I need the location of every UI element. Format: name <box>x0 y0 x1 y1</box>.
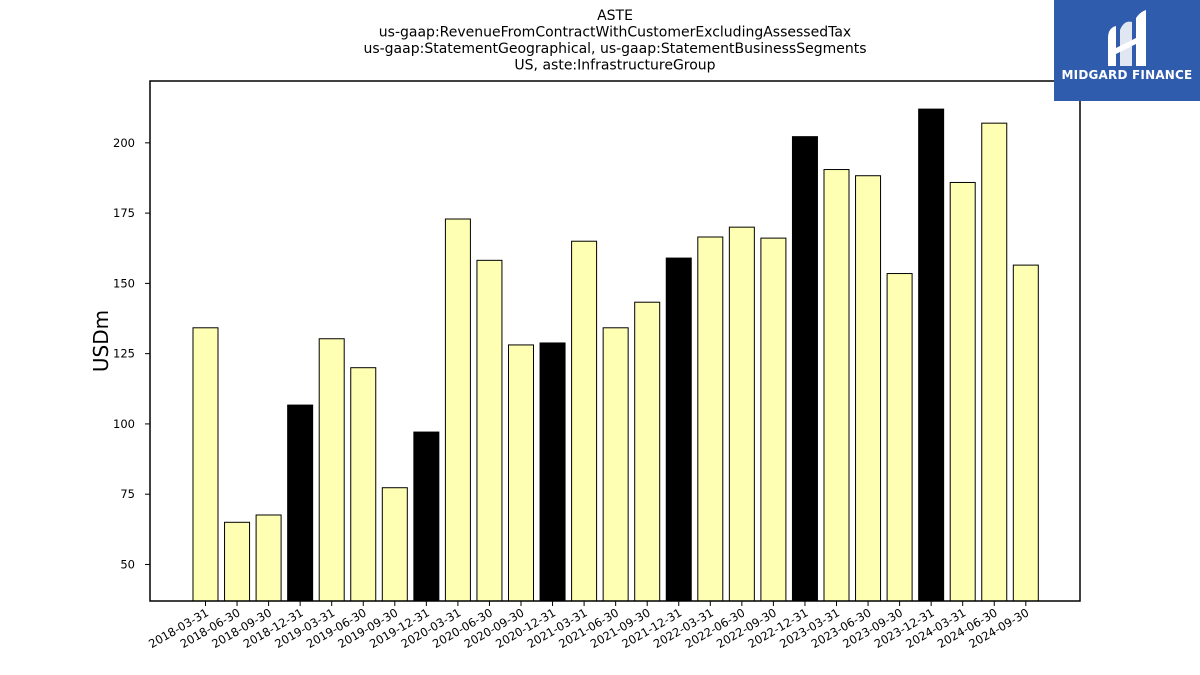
y-tick-label: 125 <box>113 347 135 361</box>
bar-2024-09-30 <box>1012 264 1039 602</box>
bar-2018-12-31 <box>287 404 314 602</box>
midgard-logo-icon <box>1108 10 1146 66</box>
bar-2019-09-30 <box>381 487 408 602</box>
x-axis: 2018-03-312018-06-302018-09-302018-12-31… <box>146 601 1031 651</box>
title-line-1: ASTE <box>597 8 633 24</box>
title-line-3: us-gaap:StatementGeographical, us-gaap:S… <box>363 41 866 57</box>
plot-frame <box>149 80 1081 602</box>
y-tick-label: 175 <box>113 206 135 220</box>
bar-2019-06-30 <box>350 367 377 602</box>
bar-2020-06-30 <box>476 259 503 602</box>
bar-2020-09-30 <box>508 344 534 602</box>
bar-2024-03-31 <box>949 181 976 602</box>
bar-2019-12-31 <box>413 431 440 602</box>
title-line-4: US, aste:InfrastructureGroup <box>514 58 715 74</box>
title-line-2: us-gaap:RevenueFromContractWithCustomerE… <box>379 25 851 41</box>
bar-2023-06-30 <box>855 175 882 602</box>
y-axis: 50 75 100 125 150 175 200 <box>113 136 150 571</box>
bar-2020-12-31 <box>539 342 566 602</box>
bar-2023-09-30 <box>886 273 913 602</box>
y-tick-label: 200 <box>113 136 135 150</box>
bar-2021-12-31 <box>665 257 692 602</box>
bar-2019-03-31 <box>318 338 345 602</box>
y-tick-label: 75 <box>120 487 135 501</box>
bar-2023-03-31 <box>823 169 850 602</box>
bar-2021-06-30 <box>602 327 629 602</box>
bar-2018-06-30 <box>224 521 251 602</box>
bar-2020-03-31 <box>444 218 471 602</box>
y-tick-label: 100 <box>113 417 135 431</box>
bar-2021-03-31 <box>571 240 598 602</box>
logo-text: MIDGARD FINANCE <box>1061 68 1193 82</box>
bar-2022-09-30 <box>760 237 787 602</box>
y-tick-label: 150 <box>113 276 135 290</box>
bar-2023-12-31 <box>918 108 945 602</box>
bar-2018-09-30 <box>255 514 282 602</box>
bars <box>192 108 1039 602</box>
bar-2018-03-31 <box>192 327 219 602</box>
bar-2021-09-30 <box>634 301 661 602</box>
y-tick-label: 50 <box>120 557 135 571</box>
bar-2022-12-31 <box>791 136 818 602</box>
bar-2022-06-30 <box>728 226 755 602</box>
y-axis-label: USDm <box>89 310 113 372</box>
bar-2022-03-31 <box>697 236 724 602</box>
bar-2024-06-30 <box>981 122 1008 602</box>
midgard-finance-logo: MIDGARD FINANCE <box>1054 0 1200 101</box>
chart-title: ASTEus-gaap:RevenueFromContractWithCusto… <box>363 8 866 74</box>
